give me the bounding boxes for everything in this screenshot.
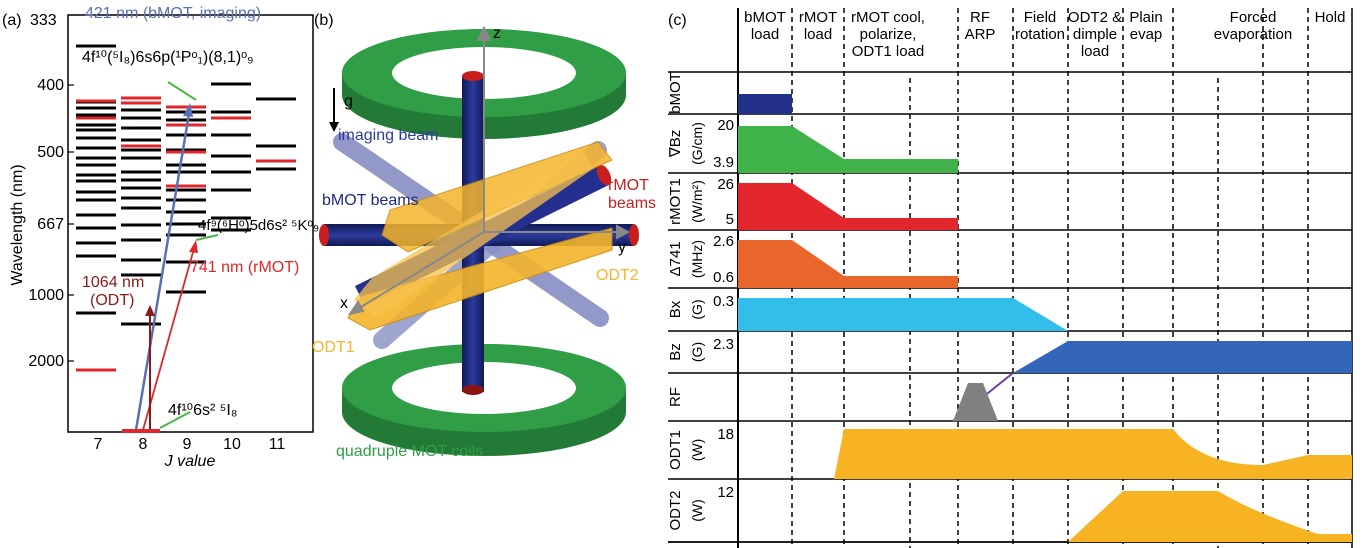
energy-levels bbox=[76, 44, 296, 372]
ytick-667: 667 bbox=[37, 216, 64, 233]
xtick-7: 7 bbox=[94, 436, 103, 453]
rmot-beams-label-1: rMOT bbox=[608, 177, 649, 194]
xtick-10: 10 bbox=[223, 436, 241, 453]
phase-header: Field rotation bbox=[1015, 9, 1065, 43]
top-tick-label: 333 bbox=[30, 12, 57, 29]
phase-header: ODT2 & dimple load bbox=[1068, 9, 1122, 60]
xtick-11: 11 bbox=[269, 436, 286, 453]
ytick-2000: 2000 bbox=[28, 353, 64, 370]
leader-ground bbox=[159, 411, 191, 429]
phase-header: rMOT cool, polarize, ODT1 load bbox=[851, 9, 925, 60]
rf-trace bbox=[953, 383, 998, 421]
phase-header: rMOT load bbox=[799, 9, 837, 43]
phase-header: Hold bbox=[1315, 9, 1346, 26]
ytick-400: 400 bbox=[37, 77, 64, 94]
x-tick-labels: 7 8 9 10 11 bbox=[94, 436, 286, 453]
red-transition-line bbox=[142, 244, 196, 431]
bz-trace bbox=[1013, 341, 1352, 373]
y-ticks bbox=[68, 84, 74, 362]
panel-c-timing-sequence: (c) bMOT load rMOT load rMOT cool, polarize, O… bbox=[668, 8, 1353, 548]
row-label: rMOT1 bbox=[668, 178, 684, 225]
leader-mid bbox=[195, 234, 219, 241]
imaging-beam-label: imaging beam bbox=[338, 127, 439, 144]
row-unit: (G) bbox=[689, 299, 705, 319]
state-ground-label: 4f¹⁰6s² ⁵I₈ bbox=[168, 402, 237, 419]
panel-b-apparatus: (b) z y x g imaging beam bMOT beams bbox=[312, 12, 656, 460]
odt2-label: ODT2 bbox=[596, 267, 639, 284]
axis-y: y bbox=[618, 239, 626, 256]
phase-header: Plain evap bbox=[1129, 9, 1162, 43]
row-value: 0.3 bbox=[713, 293, 734, 310]
row-value: 3.9 bbox=[713, 154, 734, 171]
row-label: ODT1 bbox=[668, 430, 684, 470]
row-value: 18 bbox=[717, 426, 734, 443]
row-label: Δ741 bbox=[668, 241, 684, 276]
row-unit: (MHz) bbox=[689, 240, 705, 278]
row-label: ∇Bz bbox=[668, 130, 684, 159]
rmot1-trace bbox=[738, 183, 958, 230]
row-unit: (W/m²) bbox=[689, 180, 705, 223]
phase-header: RF ARP bbox=[965, 9, 996, 43]
phase-header: bMOT load bbox=[744, 9, 786, 43]
row-label: RF bbox=[668, 387, 684, 407]
blue-arrowhead bbox=[183, 103, 193, 117]
blue-transition-line bbox=[134, 107, 192, 431]
odt1-label: ODT1 bbox=[312, 339, 355, 356]
row-label: bMOT bbox=[668, 72, 684, 114]
ytick-500: 500 bbox=[37, 144, 64, 161]
panel-c-label: (c) bbox=[668, 12, 687, 29]
xtick-8: 8 bbox=[139, 436, 148, 453]
xtick-9: 9 bbox=[183, 436, 192, 453]
row-unit: (G) bbox=[689, 342, 705, 362]
row-value: 0.6 bbox=[713, 269, 734, 286]
row-value: 20 bbox=[717, 117, 734, 134]
row-unit: (G/cm) bbox=[689, 122, 705, 165]
row-label: Bz bbox=[668, 343, 684, 361]
state-upper-label: 4f¹⁰(⁵I₈)6s6p(¹Pᵒ₁)(8,1)ᵒ₉ bbox=[82, 49, 254, 66]
axis-x: x bbox=[340, 295, 348, 312]
row-unit: (W) bbox=[689, 499, 705, 522]
row-value: 2.6 bbox=[713, 233, 734, 250]
odt1-trace bbox=[834, 429, 1352, 479]
x-axis-label: J value bbox=[164, 453, 216, 470]
panel-a-label: (a) bbox=[2, 12, 22, 29]
coils-label: quadruple MOT coils bbox=[336, 443, 483, 460]
red-laser-label: 741 nm (rMOT) bbox=[190, 259, 299, 276]
panel-a-energy-diagram: (a) 333 400 500 667 1000 2000 Wavelength… bbox=[2, 5, 319, 470]
axis-z: z bbox=[493, 25, 501, 42]
leader-upper bbox=[167, 81, 197, 101]
red-arrowhead bbox=[189, 240, 198, 253]
blue-laser-label: 421 nm (bMOT, imaging) bbox=[85, 5, 261, 22]
row-label: ODT2 bbox=[668, 490, 684, 530]
gradient-trace bbox=[738, 126, 958, 173]
state-mid-label: 4f⁹(⁶Hᵒ)5d6s² ⁵Kᵒ₉ bbox=[198, 217, 319, 234]
row-label: Bx bbox=[668, 300, 684, 318]
bmot-beams-label: bMOT beams bbox=[322, 192, 419, 209]
row-value: 12 bbox=[717, 484, 734, 501]
detuning-trace bbox=[738, 240, 958, 288]
bmot-trace bbox=[738, 94, 792, 114]
odt-arrowhead bbox=[145, 305, 155, 316]
row-value: 2.3 bbox=[713, 336, 734, 353]
y-tick-labels: 400 500 667 1000 2000 bbox=[28, 77, 64, 370]
coordinate-axes bbox=[347, 25, 631, 316]
ytick-1000: 1000 bbox=[28, 287, 64, 304]
odt-laser-label-1: 1064 nm bbox=[82, 274, 144, 291]
rmot-beams-label-2: beams bbox=[608, 195, 656, 212]
y-axis-label: Wavelength (nm) bbox=[9, 164, 26, 285]
gravity-label: g bbox=[344, 93, 353, 110]
row-unit: (W) bbox=[689, 439, 705, 462]
odt2-trace bbox=[1068, 491, 1352, 542]
phase-header: Forced evaporation bbox=[1214, 9, 1292, 43]
bx-trace bbox=[738, 298, 1068, 331]
row-value: 5 bbox=[726, 211, 734, 228]
row-value: 26 bbox=[717, 176, 734, 193]
panel-b-label: (b) bbox=[314, 12, 334, 29]
odt-laser-label-2: (ODT) bbox=[90, 292, 134, 309]
